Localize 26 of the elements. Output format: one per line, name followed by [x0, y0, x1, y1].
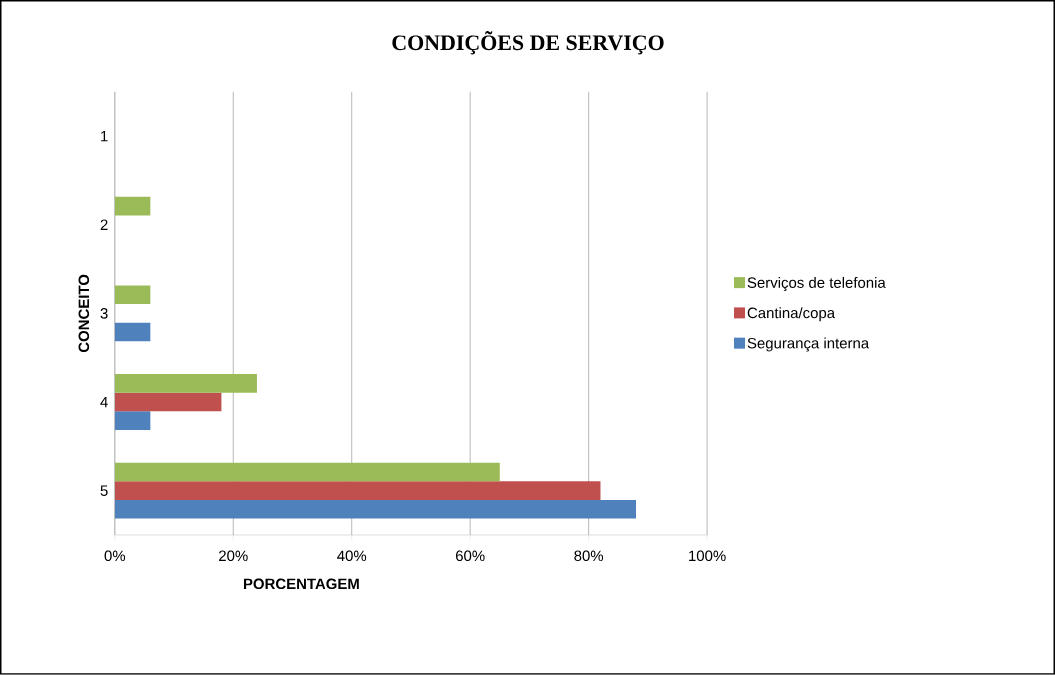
bar — [114, 462, 500, 482]
x-tick-label: 40% — [337, 550, 367, 562]
bar — [114, 481, 601, 501]
y-tick-label: 5 — [100, 485, 108, 496]
bar — [114, 322, 151, 342]
x-tick-label: 20% — [219, 550, 248, 562]
bar — [114, 374, 257, 393]
x-tick-label: 100% — [689, 550, 726, 562]
x-tick-label: 0% — [104, 550, 126, 562]
bar — [114, 411, 151, 431]
x-tick-label: 60% — [455, 550, 485, 562]
y-tick-label: 4 — [100, 396, 108, 408]
y-axis-title: CONCEITO — [78, 274, 90, 353]
y-tick-label: 3 — [100, 308, 108, 319]
bar — [114, 196, 151, 216]
x-axis-title: PORCENTAGEM — [243, 578, 359, 590]
bar — [114, 500, 637, 519]
bar — [114, 392, 222, 412]
legend-label: Serviços de telefonia — [747, 277, 886, 292]
legend-label: Cantina/copa — [747, 307, 836, 322]
chart-title: CONDIÇÕES DE SERVIÇO — [392, 31, 664, 55]
y-tick-label: 1 — [101, 131, 108, 142]
x-tick-label: 80% — [574, 550, 604, 562]
legend-label: Segurança interna — [747, 337, 870, 352]
bar — [114, 285, 151, 305]
y-tick-label: 2 — [100, 219, 108, 231]
